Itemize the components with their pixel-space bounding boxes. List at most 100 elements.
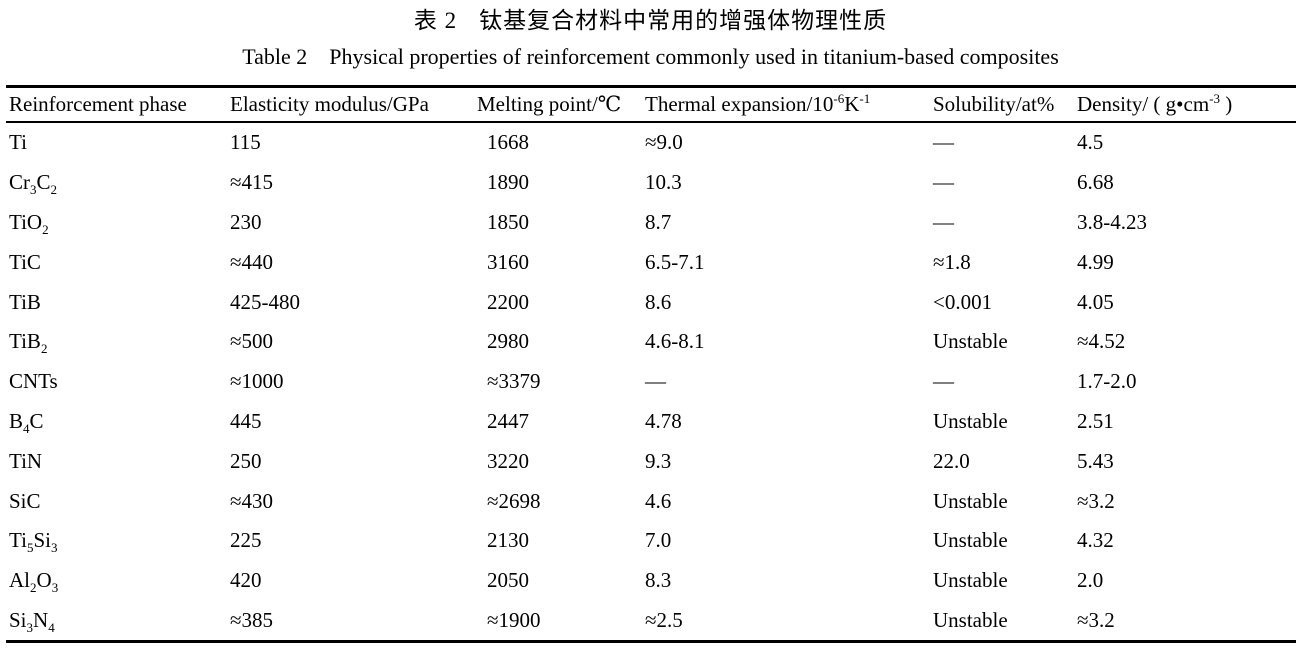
cell-modulus: 420 [230,568,262,593]
cell-solubility: Unstable [933,528,1008,553]
cell-density: 2.0 [1077,568,1104,593]
cell-modulus: ≈500 [230,329,274,354]
table-row: TiO2 230 1850 8.7 — 3.8-4.23 [6,203,1296,243]
cell-density: 2.51 [1077,408,1114,433]
cell-phase: Si3N4 [9,607,55,636]
cell-solubility: Unstable [933,488,1008,513]
table-row: Ti 115 1668 ≈9.0 — 4.5 [6,122,1296,163]
cell-phase: Al2O3 [9,568,59,596]
cell-expansion: — [645,369,666,394]
cell-density: 3.8-4.23 [1077,209,1147,234]
cell-solubility: 22.0 [933,448,970,473]
cell-phase: TiC [9,249,41,274]
cell-phase: Cr3C2 [9,170,58,198]
table-title-english: Table 2 Physical properties of reinforcem… [0,44,1301,70]
table-row: TiN 250 3220 9.3 22.0 5.43 [6,441,1296,481]
cell-density: ≈3.2 [1077,488,1115,513]
cell-melting: 3220 [487,448,529,473]
cell-modulus: 425-480 [230,289,300,314]
cell-phase: B4C [9,408,44,437]
cell-solubility: Unstable [933,329,1008,354]
cell-expansion: 4.6 [645,488,672,513]
table-header: Reinforcement phase Elasticity modulus/GP… [6,87,1296,122]
cell-melting: 1668 [487,130,529,155]
cell-density: 4.05 [1077,289,1114,314]
cell-melting: 2050 [487,568,529,593]
cell-modulus: ≈1000 [230,369,284,394]
cell-expansion: 10.3 [645,170,682,195]
cell-modulus: 445 [230,408,262,433]
cell-melting: 2980 [487,329,529,354]
cell-expansion: 6.5-7.1 [645,249,705,274]
table-row: Cr3C2 ≈415 1890 10.3 — 6.68 [6,163,1296,203]
cell-solubility: — [933,209,954,234]
cell-melting: 3160 [487,249,529,274]
cell-density: 4.32 [1077,528,1114,553]
cell-density: 5.43 [1077,448,1114,473]
cell-melting: 2447 [487,408,529,433]
table-number-en: Table 2 [242,44,308,69]
cell-solubility: — [933,170,954,195]
cell-solubility: Unstable [933,568,1008,593]
table-row: SiC ≈430 ≈2698 4.6 Unstable ≈3.2 [6,481,1296,521]
cell-melting: ≈3379 [487,369,541,394]
cell-phase: SiC [9,488,41,513]
table-row: Ti5Si3 225 2130 7.0 Unstable 4.32 [6,521,1296,561]
cell-solubility: Unstable [933,607,1008,632]
cell-density: ≈4.52 [1077,329,1126,354]
cell-expansion: ≈9.0 [645,130,683,155]
cell-modulus: 230 [230,209,262,234]
column-header-modulus: Elasticity modulus/GPa [230,92,429,116]
cell-modulus: ≈440 [230,249,274,274]
cell-solubility: <0.001 [933,289,993,314]
cell-expansion: 8.3 [645,568,672,593]
column-header-density: Density/ ( g•cm-3 ) [1077,91,1233,116]
cell-density: ≈3.2 [1077,607,1115,632]
cell-modulus: 225 [230,528,262,553]
cell-solubility: — [933,130,954,155]
table-title-chinese: 表 2 钛基复合材料中常用的增强体物理性质 [0,0,1301,35]
cell-phase: TiB2 [9,329,48,357]
cell-expansion: 4.6-8.1 [645,329,705,354]
cell-modulus: ≈430 [230,488,274,513]
table-row: B4C 445 2447 4.78 Unstable 2.51 [6,402,1296,442]
cell-solubility: ≈1.8 [933,249,971,274]
cell-phase: Ti [9,130,27,155]
cell-expansion: 4.78 [645,408,682,433]
table-row: TiB 425-480 2200 8.6 <0.001 4.05 [6,282,1296,322]
table-row: Al2O3 420 2050 8.3 Unstable 2.0 [6,561,1296,601]
cell-melting: 1890 [487,170,529,195]
table-caption-zh: 钛基复合材料中常用的增强体物理性质 [479,8,888,33]
table-row: CNTs ≈1000 ≈3379 — — 1.7-2.0 [6,362,1296,402]
cell-modulus: ≈385 [230,607,274,632]
cell-expansion: 8.6 [645,289,672,314]
cell-phase: TiN [9,448,43,473]
cell-melting: ≈1900 [487,607,541,632]
column-header-solubility: Solubility/at% [933,92,1055,116]
cell-phase: TiO2 [9,209,49,238]
cell-phase: CNTs [9,369,58,394]
cell-modulus: 115 [230,130,261,155]
table-header-row: Reinforcement phase Elasticity modulus/GP… [6,87,1296,122]
cell-solubility: Unstable [933,408,1008,433]
table-body: Ti 115 1668 ≈9.0 — 4.5 Cr3C2 ≈415 1890 10.3 — 6.68 T… [6,122,1296,642]
cell-melting: 1850 [487,209,529,234]
table-row: Si3N4 ≈385 ≈1900 ≈2.5 Unstable ≈3.2 [6,601,1296,642]
cell-density: 4.99 [1077,249,1114,274]
column-header-melting: Melting point/℃ [477,92,622,116]
reinforcement-properties-table: Reinforcement phase Elasticity modulus/GP… [6,85,1296,644]
cell-phase: TiB [9,289,41,314]
table-caption-en: Physical properties of reinforcement com… [329,44,1059,69]
cell-density: 1.7-2.0 [1077,369,1137,394]
column-header-expansion: Thermal expansion/10-6K-1 [645,91,871,116]
cell-expansion: 7.0 [645,528,672,553]
column-header-phase: Reinforcement phase [9,92,187,116]
cell-phase: Ti5Si3 [9,528,58,556]
cell-density: 6.68 [1077,170,1114,195]
table-row: TiC ≈440 3160 6.5-7.1 ≈1.8 4.99 [6,242,1296,282]
cell-modulus: ≈415 [230,170,274,195]
table-number-zh: 表 2 [413,8,458,33]
cell-expansion: 8.7 [645,209,672,234]
cell-melting: ≈2698 [487,488,541,513]
